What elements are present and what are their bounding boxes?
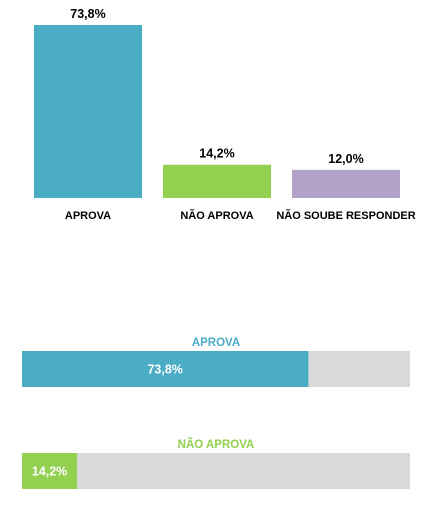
vertical-bar-chart: 73,8% APROVA 14,2% NÃO APROVA 12,0% NÃO SOUBE… bbox=[34, 7, 416, 222]
progress-fill-aprova bbox=[22, 351, 309, 387]
category-label-nao-aprova: NÃO APROVA bbox=[180, 209, 253, 222]
bar-nao-soube-responder bbox=[292, 169, 400, 198]
progress-bars: APROVA 73,8% NÃO APROVA 14,2% bbox=[22, 337, 410, 489]
progress-track-nao-aprova bbox=[22, 453, 410, 489]
category-label-nao-soube-responder: NÃO SOUBE RESPONDER bbox=[276, 209, 415, 222]
progress-fill-nao-aprova bbox=[22, 453, 78, 489]
category-label-aprova: APROVA bbox=[65, 210, 111, 222]
value-label-nao-soube-responder: 12,0% bbox=[328, 152, 363, 166]
bar-aprova bbox=[34, 25, 142, 198]
progress-value-aprova: 73,8% bbox=[147, 363, 182, 377]
progress-title-nao-aprova: NÃO APROVA bbox=[178, 438, 255, 451]
progress-title-aprova: APROVA bbox=[192, 337, 240, 349]
value-label-aprova: 73,8% bbox=[70, 7, 105, 21]
bar-nao-aprova bbox=[163, 164, 271, 198]
value-label-nao-aprova: 14,2% bbox=[199, 147, 234, 161]
progress-value-nao-aprova: 14,2% bbox=[32, 465, 67, 479]
